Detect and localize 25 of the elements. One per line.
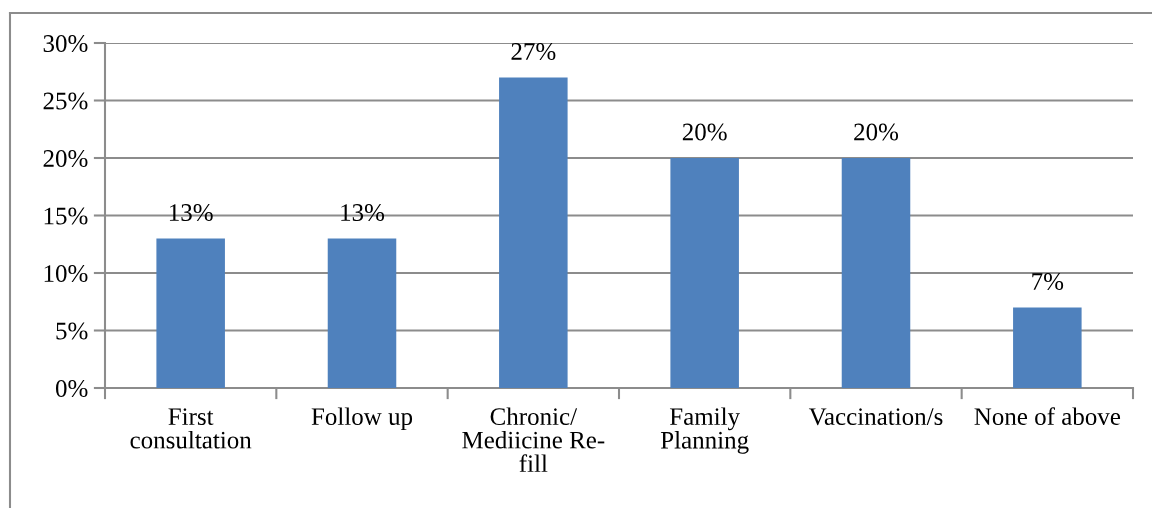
data-label: 20% [682,123,727,141]
data-label: 13% [169,204,213,221]
x-tick-label: Family Planning [660,407,749,454]
data-label: 7% [1032,273,1064,290]
y-tick-label: 5% [56,322,88,340]
bar [327,238,397,388]
bar [841,158,911,388]
y-tick-label: 0% [55,380,88,397]
data-label: 27% [511,43,556,60]
bar [499,77,568,388]
y-tick-label: 20% [43,150,88,167]
data-label: 13% [341,204,385,221]
x-tick-label: Chronic/ Mediicine Re- fill [462,407,605,472]
x-tick-label: First consultation [130,408,252,449]
bar [1013,307,1082,388]
y-tick-label: 15% [44,207,88,225]
bar [156,238,225,388]
bar [670,158,739,388]
x-tick-label: Follow up [311,407,413,431]
y-tick-label: 25% [43,92,88,110]
data-label: 20% [854,123,899,141]
y-tick-label: 30% [43,35,88,52]
x-tick-label: Vaccination/s [808,408,943,426]
y-tick-label: 10% [44,265,88,282]
x-tick-label: None of above [974,407,1121,426]
